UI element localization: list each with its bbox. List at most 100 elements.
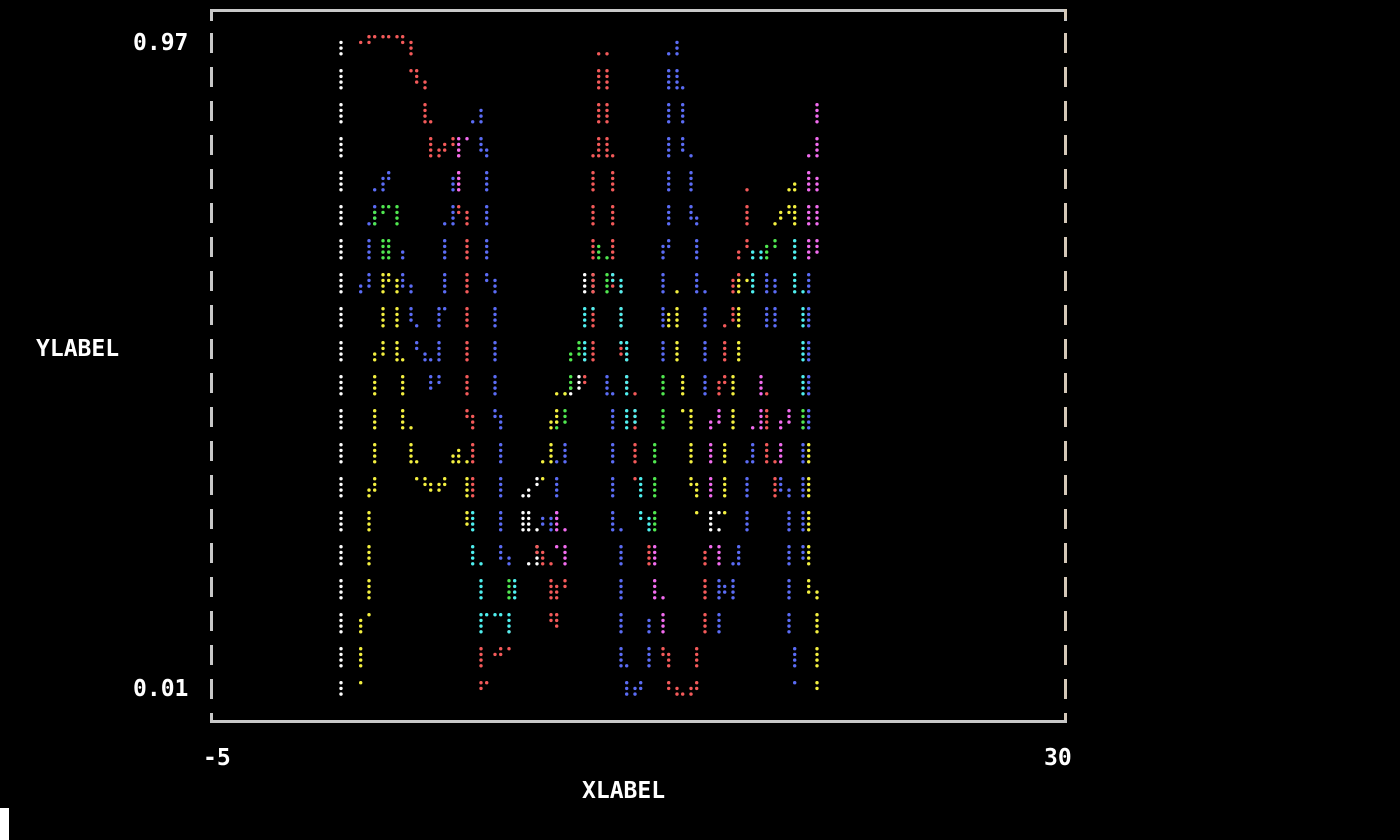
data-point-dot xyxy=(695,290,699,294)
data-point-dot xyxy=(381,182,385,186)
data-point-dot xyxy=(339,443,343,447)
data-point-dot xyxy=(653,584,657,589)
data-point-dot xyxy=(465,409,469,413)
data-point-dot xyxy=(549,420,553,424)
data-point-dot xyxy=(395,318,399,322)
data-point-dot xyxy=(653,590,657,594)
data-point-dot xyxy=(773,494,777,498)
data-point-dot xyxy=(373,188,377,192)
data-point-dot xyxy=(429,375,433,379)
data-point-dot xyxy=(395,210,399,215)
data-point-dot xyxy=(339,154,343,158)
data-point-dot xyxy=(793,239,797,243)
data-point-dot xyxy=(807,482,811,487)
data-point-dot xyxy=(373,409,377,413)
data-point-dot xyxy=(667,658,671,662)
data-point-dot xyxy=(555,522,559,526)
data-point-dot xyxy=(479,562,483,566)
data-point-dot xyxy=(723,448,727,453)
data-point-dot xyxy=(801,556,805,560)
data-point-dot xyxy=(471,562,475,566)
series-line xyxy=(667,290,699,515)
data-point-dot xyxy=(367,562,371,566)
data-point-dot xyxy=(625,681,629,685)
data-point-dot xyxy=(339,511,343,515)
data-point-dot xyxy=(667,52,671,56)
data-point-dot xyxy=(577,346,581,351)
data-point-dot xyxy=(471,550,475,555)
data-point-dot xyxy=(611,210,615,215)
data-point-dot xyxy=(639,477,643,481)
data-point-dot xyxy=(339,103,343,107)
data-point-dot xyxy=(661,420,665,424)
data-point-dot xyxy=(647,556,651,560)
data-point-dot xyxy=(577,352,581,356)
data-point-dot xyxy=(619,528,623,532)
data-point-dot xyxy=(339,647,343,651)
data-point-dot xyxy=(737,358,741,362)
data-point-dot xyxy=(779,454,783,458)
data-point-dot xyxy=(773,488,777,492)
data-point-dot xyxy=(787,205,791,209)
data-point-dot xyxy=(493,375,497,379)
data-point-dot xyxy=(521,516,525,521)
series-line xyxy=(541,392,567,481)
series-line xyxy=(793,239,805,396)
data-point-dot xyxy=(793,210,797,215)
data-point-dot xyxy=(339,114,343,118)
data-point-dot xyxy=(479,584,483,589)
data-point-dot xyxy=(479,114,483,118)
data-point-dot xyxy=(773,284,777,288)
data-point-dot xyxy=(605,108,609,113)
data-point-dot xyxy=(499,494,503,498)
x-tick-label-left: -5 xyxy=(203,745,231,771)
data-point-dot xyxy=(745,210,749,215)
data-point-dot xyxy=(737,312,741,317)
data-point-dot xyxy=(675,52,679,56)
data-point-dot xyxy=(793,273,797,277)
data-point-dot xyxy=(723,358,727,362)
data-point-dot xyxy=(815,624,819,628)
data-point-dot xyxy=(465,256,469,260)
data-point-dot xyxy=(471,482,475,487)
data-point-dot xyxy=(737,341,741,345)
data-point-dot xyxy=(703,352,707,356)
data-point-dot xyxy=(387,256,391,260)
data-point-dot xyxy=(605,137,609,141)
data-point-dot xyxy=(647,528,651,532)
data-point-dot xyxy=(801,511,805,515)
data-point-dot xyxy=(605,278,609,283)
data-point-dot xyxy=(549,516,553,521)
data-point-dot xyxy=(423,482,427,487)
data-point-dot xyxy=(415,460,419,464)
plot-frame-top xyxy=(210,9,1067,12)
data-point-dot xyxy=(339,273,343,277)
data-point-dot xyxy=(381,352,385,356)
data-point-dot xyxy=(759,256,763,260)
data-point-dot xyxy=(773,324,777,328)
data-point-dot xyxy=(471,522,475,526)
data-point-dot xyxy=(339,142,343,147)
data-point-dot xyxy=(681,137,685,141)
data-point-dot xyxy=(373,477,377,481)
data-point-dot xyxy=(367,556,371,560)
data-point-dot xyxy=(807,176,811,181)
data-point-dot xyxy=(373,488,377,492)
data-point-dot xyxy=(339,69,343,73)
data-point-dot xyxy=(527,494,531,498)
data-point-dot xyxy=(479,137,483,141)
data-point-dot xyxy=(675,692,679,696)
data-point-dot xyxy=(465,318,469,322)
data-point-dot xyxy=(415,69,419,73)
data-point-dot xyxy=(765,409,769,413)
data-point-dot xyxy=(619,545,623,549)
data-point-dot xyxy=(415,341,419,345)
series-line xyxy=(653,375,665,532)
data-point-dot xyxy=(493,409,497,413)
data-point-dot xyxy=(339,307,343,311)
data-point-dot xyxy=(731,590,735,594)
data-point-dot xyxy=(801,380,805,385)
data-point-dot xyxy=(493,284,497,288)
data-point-dot xyxy=(807,341,811,345)
data-point-dot xyxy=(625,692,629,696)
